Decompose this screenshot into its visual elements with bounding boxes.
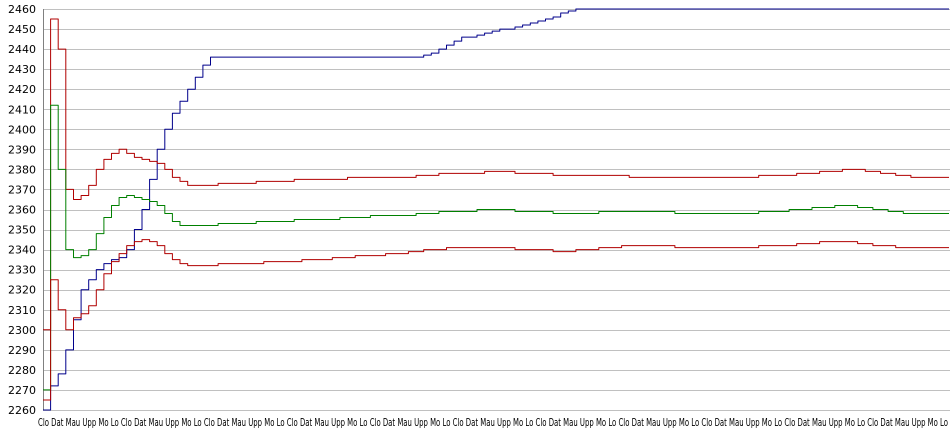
y-tick-label: 2340 xyxy=(8,244,36,257)
series-line-1 xyxy=(43,8,949,411)
grid-lines xyxy=(43,9,950,411)
y-tick-label: 2360 xyxy=(8,204,36,217)
y-axis-tick-labels: 2260 2270 2280 2290 2300 2310 2320 2330 2340 2350… xyxy=(8,3,36,417)
y-tick-label: 2300 xyxy=(8,324,36,337)
y-tick-label: 2290 xyxy=(8,344,36,357)
y-tick-label: 2420 xyxy=(8,83,36,96)
y-tick-label: 2430 xyxy=(8,63,36,76)
series-line-3 xyxy=(43,104,949,391)
y-tick-label: 2460 xyxy=(8,3,36,16)
y-tick-label: 2370 xyxy=(8,183,36,196)
y-tick-label: 2440 xyxy=(8,43,36,56)
y-tick-label: 2310 xyxy=(8,304,36,317)
y-tick-label: 2450 xyxy=(8,23,36,36)
series-line-2 xyxy=(43,18,949,331)
y-tick-label: 2280 xyxy=(8,364,36,377)
y-tick-label: 2330 xyxy=(8,264,36,277)
x-axis-tick-labels: Clo Dat Mau Upp Mo Lo Clo Dat Mau Upp Mo… xyxy=(38,416,948,429)
y-tick-label: 2350 xyxy=(8,224,36,237)
y-tick-label: 2270 xyxy=(8,384,36,397)
y-tick-label: 2390 xyxy=(8,143,36,156)
y-tick-label: 2260 xyxy=(8,404,36,417)
y-tick-label: 2320 xyxy=(8,284,36,297)
y-tick-label: 2410 xyxy=(8,103,36,116)
y-tick-label: 2380 xyxy=(8,163,36,176)
y-tick-label: 2400 xyxy=(8,123,36,136)
series-line-4 xyxy=(43,239,949,401)
series-lines xyxy=(43,8,949,411)
